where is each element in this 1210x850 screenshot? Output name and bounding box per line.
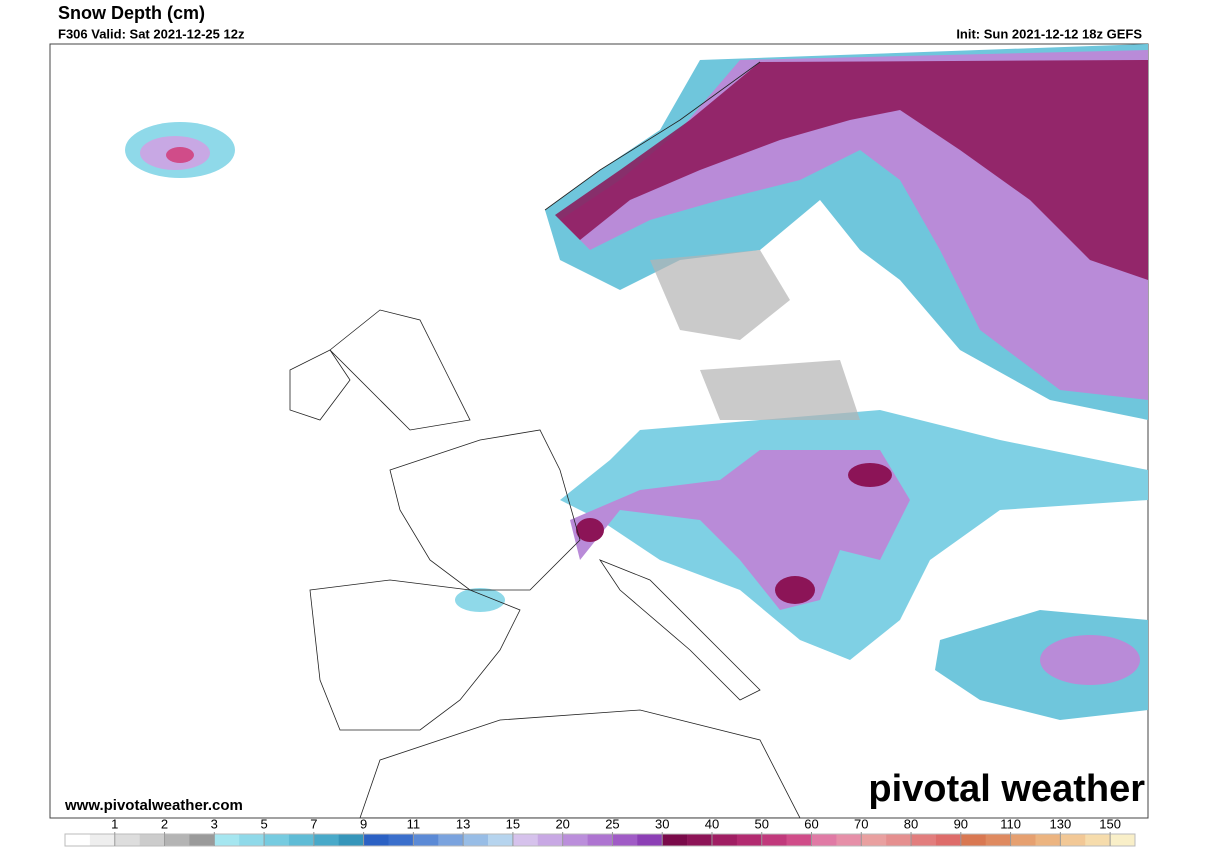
logo: pivotal weather bbox=[868, 768, 1145, 810]
colorbar-swatch bbox=[89, 834, 116, 846]
colorbar: 1 2 3 5 7 9 11 13 15 20 25 30 40 50 60 70 80 90 110 130 150 bbox=[64, 816, 1136, 847]
colorbar-swatch bbox=[65, 834, 91, 846]
colorbar-swatch bbox=[811, 834, 837, 846]
colorbar-swatch bbox=[960, 834, 986, 846]
colorbar-label: 13 bbox=[456, 816, 470, 831]
colorbar-swatch bbox=[711, 834, 738, 846]
colorbar-swatch bbox=[164, 834, 190, 846]
colorbar-label: 40 bbox=[705, 816, 719, 831]
colorbar-swatch bbox=[264, 834, 290, 846]
colorbar-swatch bbox=[189, 834, 215, 846]
colorbar-label: 30 bbox=[655, 816, 669, 831]
colorbar-label: 50 bbox=[755, 816, 769, 831]
colorbar-label: 90 bbox=[954, 816, 968, 831]
colorbar-swatch bbox=[463, 834, 489, 846]
colorbar-label: 80 bbox=[904, 816, 918, 831]
colorbar-swatch bbox=[761, 834, 787, 846]
colorbar-swatch bbox=[1085, 834, 1111, 846]
colorbar-swatch bbox=[288, 834, 315, 846]
init-time: Init: Sun 2021-12-12 18z GEFS bbox=[956, 26, 1142, 41]
colorbar-swatch bbox=[388, 834, 414, 846]
colorbar-swatch bbox=[736, 834, 763, 846]
colorbar-swatch bbox=[637, 834, 663, 846]
colorbar-label: 7 bbox=[310, 816, 317, 831]
colorbar-swatch bbox=[662, 834, 688, 846]
colorbar-swatch bbox=[512, 834, 539, 846]
colorbar-swatch bbox=[886, 834, 912, 846]
colorbar-label: 9 bbox=[360, 816, 367, 831]
colorbar-swatch bbox=[214, 834, 240, 846]
colorbar-swatch bbox=[985, 834, 1011, 846]
colorbar-swatch bbox=[139, 834, 165, 846]
colorbar-swatch bbox=[911, 834, 937, 846]
colorbar-swatch bbox=[537, 834, 563, 846]
snow-field bbox=[125, 44, 1148, 720]
colorbar-swatch bbox=[338, 834, 364, 846]
colorbar-swatch bbox=[239, 834, 265, 846]
colorbar-label: 150 bbox=[1099, 816, 1121, 831]
colorbar-label: 25 bbox=[605, 816, 619, 831]
colorbar-label: 60 bbox=[804, 816, 818, 831]
colorbar-swatch bbox=[861, 834, 887, 846]
colorbar-frame bbox=[64, 833, 1136, 847]
colorbar-label: 70 bbox=[854, 816, 868, 831]
colorbar-swatch bbox=[363, 834, 389, 846]
colorbar-swatch bbox=[786, 834, 812, 846]
colorbar-swatch bbox=[562, 834, 588, 846]
colorbar-swatch bbox=[836, 834, 862, 846]
title: Snow Depth (cm) bbox=[58, 3, 205, 23]
colorbar-label: 1 bbox=[111, 816, 118, 831]
colorbar-swatch bbox=[114, 834, 140, 846]
colorbar-swatch bbox=[488, 834, 514, 846]
colorbar-swatch bbox=[413, 834, 439, 846]
map bbox=[49, 43, 1149, 819]
colorbar-label: 5 bbox=[260, 816, 267, 831]
colorbar-swatch bbox=[1010, 834, 1036, 846]
colorbar-swatch bbox=[438, 834, 464, 846]
colorbar-label: 15 bbox=[506, 816, 520, 831]
colorbar-swatch bbox=[687, 834, 713, 846]
colorbar-swatch bbox=[935, 834, 962, 846]
colorbar-swatch bbox=[1035, 834, 1061, 846]
valid-time: F306 Valid: Sat 2021-12-25 12z bbox=[58, 26, 245, 41]
colorbar-label: 130 bbox=[1049, 816, 1071, 831]
colorbar-label: 110 bbox=[1000, 816, 1021, 831]
colorbar-swatch bbox=[1110, 834, 1136, 846]
colorbar-swatch bbox=[587, 834, 613, 846]
colorbar-label: 20 bbox=[555, 816, 569, 831]
colorbar-label: 2 bbox=[161, 816, 168, 831]
colorbar-swatch bbox=[1060, 834, 1086, 846]
colorbar-swatch bbox=[612, 834, 638, 846]
colorbar-label: 11 bbox=[407, 816, 421, 831]
colorbar-label: 3 bbox=[211, 816, 218, 831]
colorbar-swatch bbox=[313, 834, 340, 846]
coastlines bbox=[289, 61, 801, 818]
site-watermark: www.pivotalweather.com bbox=[64, 797, 243, 814]
